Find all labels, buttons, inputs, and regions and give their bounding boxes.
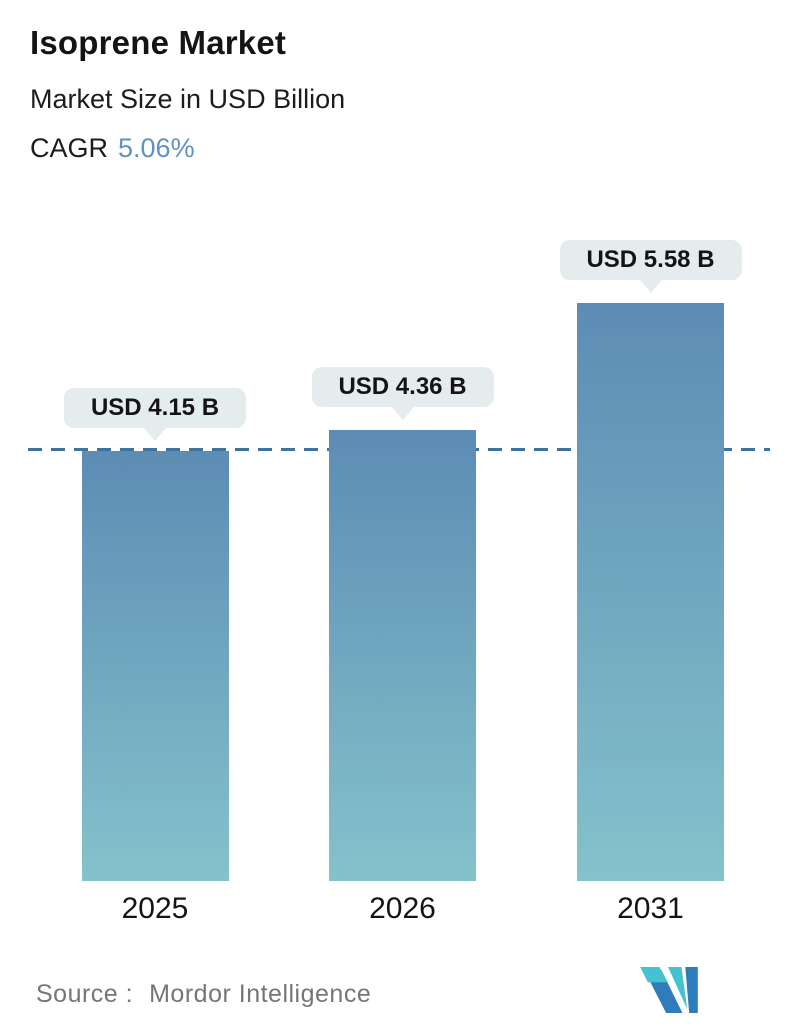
source-name: Mordor Intelligence [149,980,372,1008]
chart-subtitle: Market Size in USD Billion [30,84,346,114]
source-attribution: Source : Mordor Intelligence [36,980,371,1009]
value-label-pill-2025: USD 4.15 B [63,388,247,428]
value-label: USD 4.15 B [90,394,220,421]
cagr-line: CAGR 5.06% [30,133,345,164]
source-label: Source : [36,980,134,1008]
value-label-pill-2031: USD 5.58 B [559,240,742,280]
chart-header: Isoprene Market Market Size in USD Billi… [30,24,345,164]
value-label: USD 5.58 B [586,246,715,273]
x-axis-label-2026: 2026 [369,892,436,925]
bar-2026 [329,430,476,881]
mordor-intelligence-logo [640,966,698,1014]
x-axis-label-2025: 2025 [121,892,189,925]
page-title: Isoprene Market [30,24,287,61]
bar-2031 [577,303,724,881]
value-label-pill-2026: USD 4.36 B [311,367,494,407]
value-label: USD 4.36 B [338,373,467,400]
cagr-label: CAGR [30,133,109,163]
cagr-value: 5.06% [118,133,195,163]
bar-2025 [81,451,229,881]
x-axis-label-2031: 2031 [617,892,684,925]
